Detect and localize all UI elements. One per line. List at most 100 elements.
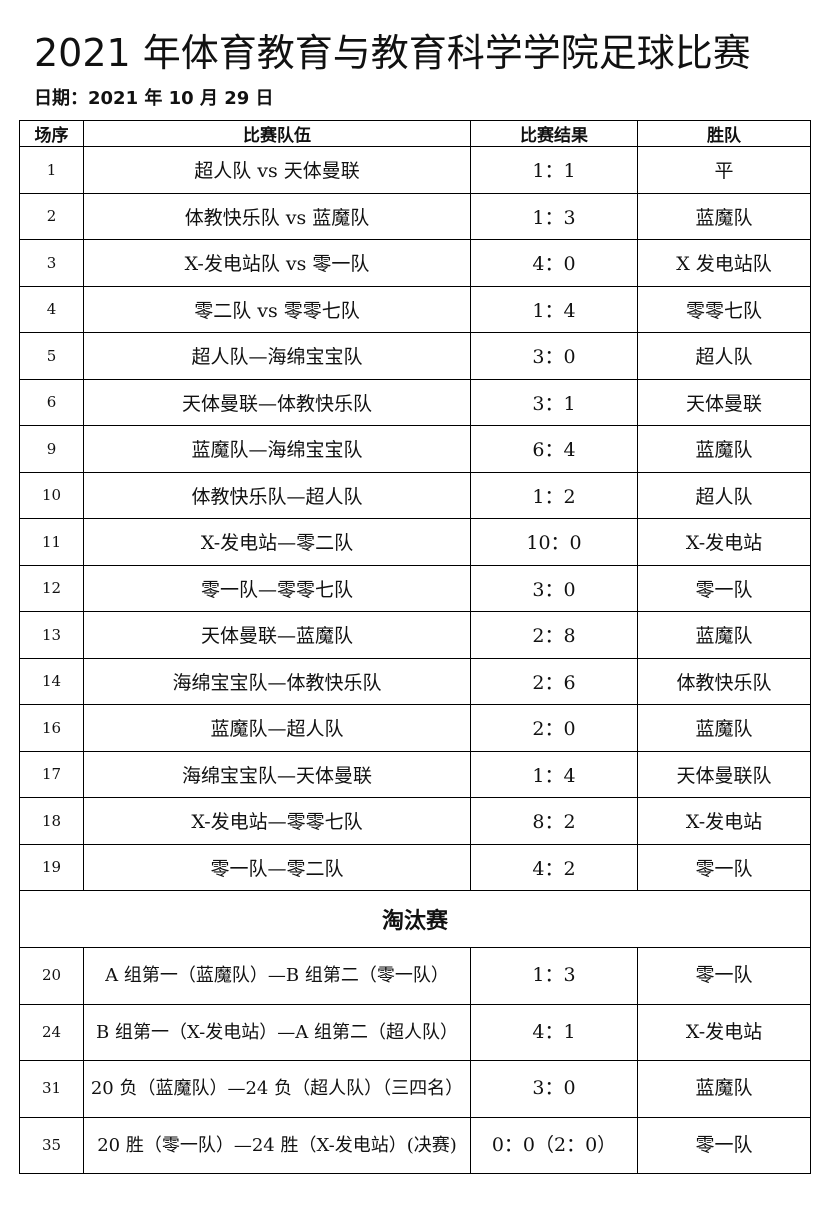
match-winner: X 发电站队 <box>637 239 811 287</box>
match-number: 14 <box>19 657 84 705</box>
match-number: 35 <box>19 1116 84 1174</box>
match-number: 1 <box>19 146 84 194</box>
match-number: 12 <box>19 564 84 612</box>
column-header-teams: 比赛队伍 <box>83 120 471 147</box>
match-winner: 蓝魔队 <box>637 192 811 240</box>
match-winner: X-发电站 <box>637 518 811 566</box>
column-header-result: 比赛结果 <box>470 120 638 147</box>
match-result: 2：0 <box>470 704 638 752</box>
table-row: 18 X-发电站—零零七队 8：2 X-发电站 <box>19 797 811 845</box>
knockout-section-row: 淘汰赛 <box>19 890 811 948</box>
match-result: 10：0 <box>470 518 638 566</box>
match-number: 10 <box>19 471 84 519</box>
match-winner: 零一队 <box>637 947 811 1005</box>
match-teams: 20 负（蓝魔队）—24 负（超人队）（三四名） <box>83 1060 471 1118</box>
match-number: 19 <box>19 843 84 891</box>
table-row: 14 海绵宝宝队—体教快乐队 2：6 体教快乐队 <box>19 657 811 705</box>
match-result: 1：2 <box>470 471 638 519</box>
match-teams: X-发电站—零二队 <box>83 518 471 566</box>
match-winner: X-发电站 <box>637 797 811 845</box>
page-title: 2021 年体育教育与教育科学学院足球比赛 <box>34 31 751 75</box>
match-teams: 蓝魔队—海绵宝宝队 <box>83 425 471 473</box>
match-winner: 蓝魔队 <box>637 704 811 752</box>
table-row: 3 X-发电站队 vs 零一队 4：0 X 发电站队 <box>19 239 811 287</box>
match-number: 11 <box>19 518 84 566</box>
match-winner: 体教快乐队 <box>637 657 811 705</box>
match-winner: 天体曼联队 <box>637 750 811 798</box>
match-result: 6：4 <box>470 425 638 473</box>
match-teams: B 组第一（X-发电站）—A 组第二（超人队） <box>83 1003 471 1061</box>
table-row: 12 零一队—零零七队 3：0 零一队 <box>19 564 811 612</box>
match-winner: X-发电站 <box>637 1003 811 1061</box>
match-winner: 超人队 <box>637 332 811 380</box>
match-teams: 海绵宝宝队—天体曼联 <box>83 750 471 798</box>
match-teams: 零二队 vs 零零七队 <box>83 285 471 333</box>
table-row: 19 零一队—零二队 4：2 零一队 <box>19 843 811 891</box>
match-result: 2：6 <box>470 657 638 705</box>
match-teams: 天体曼联—蓝魔队 <box>83 611 471 659</box>
match-winner: 零一队 <box>637 1116 811 1174</box>
match-winner: 零零七队 <box>637 285 811 333</box>
match-winner: 天体曼联 <box>637 378 811 426</box>
match-teams: A 组第一（蓝魔队）—B 组第二（零一队） <box>83 947 471 1005</box>
match-number: 13 <box>19 611 84 659</box>
table-row: 17 海绵宝宝队—天体曼联 1：4 天体曼联队 <box>19 750 811 798</box>
table-row: 6 天体曼联—体教快乐队 3：1 天体曼联 <box>19 378 811 426</box>
match-winner: 蓝魔队 <box>637 1060 811 1118</box>
match-number: 17 <box>19 750 84 798</box>
table-row: 5 超人队—海绵宝宝队 3：0 超人队 <box>19 332 811 380</box>
match-number: 24 <box>19 1003 84 1061</box>
match-winner: 零一队 <box>637 564 811 612</box>
match-winner: 蓝魔队 <box>637 611 811 659</box>
column-header-winner: 胜队 <box>637 120 811 147</box>
match-number: 5 <box>19 332 84 380</box>
match-winner: 超人队 <box>637 471 811 519</box>
match-winner: 蓝魔队 <box>637 425 811 473</box>
table-row: 4 零二队 vs 零零七队 1：4 零零七队 <box>19 285 811 333</box>
match-result: 3：0 <box>470 1060 638 1118</box>
match-date: 日期：2021 年 10 月 29 日 <box>34 88 274 109</box>
match-result: 4：1 <box>470 1003 638 1061</box>
match-number: 6 <box>19 378 84 426</box>
match-number: 4 <box>19 285 84 333</box>
table-row: 20 A 组第一（蓝魔队）—B 组第二（零一队） 1：3 零一队 <box>19 947 811 1005</box>
match-result: 3：1 <box>470 378 638 426</box>
match-teams: 零一队—零零七队 <box>83 564 471 612</box>
match-teams: 海绵宝宝队—体教快乐队 <box>83 657 471 705</box>
match-teams: 超人队 vs 天体曼联 <box>83 146 471 194</box>
table-row: 9 蓝魔队—海绵宝宝队 6：4 蓝魔队 <box>19 425 811 473</box>
match-teams: 20 胜（零一队）—24 胜（X-发电站）(决赛) <box>83 1116 471 1174</box>
match-number: 31 <box>19 1060 84 1118</box>
match-result: 0：0（2：0） <box>470 1116 638 1174</box>
table-row: 35 20 胜（零一队）—24 胜（X-发电站）(决赛) 0：0（2：0） 零一队 <box>19 1116 811 1174</box>
column-header-no: 场序 <box>19 120 84 147</box>
table-row: 2 体教快乐队 vs 蓝魔队 1：3 蓝魔队 <box>19 192 811 240</box>
match-result: 2：8 <box>470 611 638 659</box>
match-result: 3：0 <box>470 332 638 380</box>
results-table: 场序 比赛队伍 比赛结果 胜队 1 超人队 vs 天体曼联 1：1 平 2 体教快乐队 v… <box>19 120 811 1174</box>
table-row: 31 20 负（蓝魔队）—24 负（超人队）（三四名） 3：0 蓝魔队 <box>19 1060 811 1118</box>
match-teams: 蓝魔队—超人队 <box>83 704 471 752</box>
match-result: 4：0 <box>470 239 638 287</box>
match-number: 16 <box>19 704 84 752</box>
knockout-title: 淘汰赛 <box>19 890 811 948</box>
match-number: 2 <box>19 192 84 240</box>
match-teams: X-发电站队 vs 零一队 <box>83 239 471 287</box>
match-result: 1：4 <box>470 285 638 333</box>
match-teams: 超人队—海绵宝宝队 <box>83 332 471 380</box>
match-result: 4：2 <box>470 843 638 891</box>
match-teams: X-发电站—零零七队 <box>83 797 471 845</box>
match-result: 1：1 <box>470 146 638 194</box>
match-winner: 零一队 <box>637 843 811 891</box>
match-number: 9 <box>19 425 84 473</box>
table-header-row: 场序 比赛队伍 比赛结果 胜队 <box>19 120 811 147</box>
match-number: 3 <box>19 239 84 287</box>
match-result: 1：3 <box>470 192 638 240</box>
table-row: 24 B 组第一（X-发电站）—A 组第二（超人队） 4：1 X-发电站 <box>19 1003 811 1061</box>
table-row: 10 体教快乐队—超人队 1：2 超人队 <box>19 471 811 519</box>
match-teams: 零一队—零二队 <box>83 843 471 891</box>
match-number: 20 <box>19 947 84 1005</box>
match-result: 1：3 <box>470 947 638 1005</box>
match-result: 3：0 <box>470 564 638 612</box>
match-result: 1：4 <box>470 750 638 798</box>
